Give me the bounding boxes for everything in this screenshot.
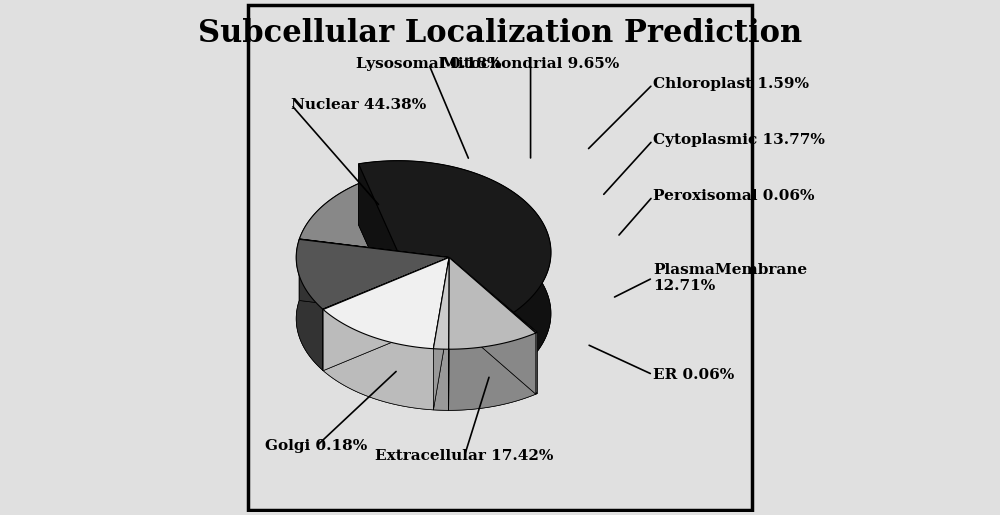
Text: ER 0.06%: ER 0.06% [653, 368, 734, 382]
Polygon shape [323, 319, 449, 371]
Polygon shape [323, 258, 449, 371]
Text: Subcellular Localization Prediction: Subcellular Localization Prediction [198, 18, 802, 49]
Text: PlasmaMembrane
12.71%: PlasmaMembrane 12.71% [653, 263, 807, 293]
Polygon shape [323, 258, 449, 370]
Polygon shape [408, 169, 449, 319]
Polygon shape [359, 161, 551, 388]
Polygon shape [536, 332, 537, 394]
Polygon shape [433, 258, 449, 410]
Polygon shape [359, 161, 551, 328]
Polygon shape [449, 319, 537, 394]
Polygon shape [299, 239, 449, 319]
Polygon shape [449, 258, 536, 394]
Text: Cytoplasmic 13.77%: Cytoplasmic 13.77% [653, 133, 825, 147]
Polygon shape [409, 169, 449, 319]
Polygon shape [433, 349, 449, 410]
Text: Mitochondrial 9.65%: Mitochondrial 9.65% [441, 57, 620, 71]
Polygon shape [299, 169, 449, 258]
Polygon shape [408, 169, 449, 258]
Polygon shape [323, 258, 449, 310]
Polygon shape [299, 169, 408, 300]
Polygon shape [398, 252, 486, 388]
Polygon shape [359, 222, 551, 388]
Polygon shape [296, 239, 323, 370]
Polygon shape [408, 169, 449, 319]
Polygon shape [299, 239, 449, 319]
Polygon shape [449, 258, 536, 394]
Polygon shape [449, 258, 536, 349]
Text: Chloroplast 1.59%: Chloroplast 1.59% [653, 77, 809, 91]
Text: Peroxisomal 0.06%: Peroxisomal 0.06% [653, 190, 814, 203]
Polygon shape [299, 239, 449, 319]
Polygon shape [433, 258, 449, 349]
Polygon shape [299, 230, 449, 319]
Polygon shape [359, 164, 398, 314]
Text: Lysosomal 0.18%: Lysosomal 0.18% [356, 57, 501, 71]
Polygon shape [408, 230, 449, 319]
Polygon shape [408, 169, 409, 230]
Text: Golgi 0.18%: Golgi 0.18% [265, 439, 368, 453]
Polygon shape [323, 258, 449, 371]
Polygon shape [323, 319, 449, 410]
Polygon shape [299, 239, 449, 319]
Polygon shape [449, 319, 536, 410]
Polygon shape [323, 258, 449, 370]
Polygon shape [449, 258, 537, 393]
Polygon shape [433, 319, 449, 410]
Text: Nuclear 44.38%: Nuclear 44.38% [291, 98, 426, 112]
Polygon shape [323, 258, 449, 349]
Text: Extracellular 17.42%: Extracellular 17.42% [375, 449, 554, 463]
Polygon shape [296, 239, 449, 309]
Polygon shape [299, 300, 449, 319]
Polygon shape [299, 239, 449, 258]
Polygon shape [449, 333, 536, 410]
Polygon shape [449, 258, 537, 333]
Polygon shape [323, 310, 433, 410]
Polygon shape [433, 258, 449, 410]
Polygon shape [296, 300, 449, 370]
